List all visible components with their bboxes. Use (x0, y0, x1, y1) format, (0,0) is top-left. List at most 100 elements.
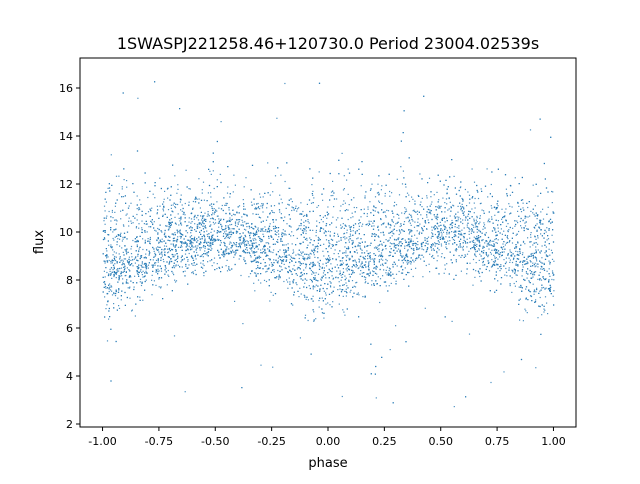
data-point (126, 248, 128, 250)
data-point (224, 254, 226, 256)
data-point (490, 253, 492, 255)
data-point (507, 223, 509, 225)
data-point (342, 284, 344, 286)
data-point (418, 233, 420, 235)
data-point (494, 258, 496, 260)
data-point (543, 305, 545, 307)
data-point (112, 260, 115, 262)
data-point (183, 258, 185, 260)
data-point (401, 243, 403, 245)
data-point (537, 237, 539, 239)
data-point (468, 228, 470, 230)
data-point (342, 295, 344, 297)
data-point (387, 210, 390, 212)
data-point (479, 253, 481, 255)
data-point (103, 217, 105, 219)
data-point (524, 243, 526, 245)
data-point (499, 256, 501, 258)
data-point (161, 248, 163, 251)
data-point (390, 248, 392, 250)
data-point (468, 250, 470, 252)
data-point (408, 229, 410, 231)
data-point (124, 267, 126, 269)
data-point (113, 257, 115, 259)
data-point (430, 246, 432, 248)
data-point (385, 248, 387, 250)
data-point (248, 244, 250, 246)
data-point (496, 203, 498, 205)
data-point (548, 273, 550, 275)
data-point (382, 223, 384, 225)
data-point (218, 226, 220, 228)
data-point (469, 237, 471, 239)
data-point (290, 235, 292, 237)
data-point (342, 189, 345, 191)
data-point (348, 280, 350, 282)
data-point (130, 248, 132, 250)
data-point (300, 219, 302, 221)
data-point (417, 221, 419, 223)
data-point (239, 239, 241, 241)
data-point (534, 227, 536, 229)
data-point (193, 216, 195, 218)
data-point (104, 283, 106, 285)
data-point (464, 188, 466, 191)
data-point (422, 276, 424, 278)
data-point (228, 209, 230, 211)
data-point (381, 185, 383, 187)
data-point (141, 263, 143, 265)
data-point (499, 253, 501, 255)
data-point (242, 323, 244, 325)
data-point (263, 279, 266, 281)
data-point (329, 285, 332, 287)
data-point (526, 228, 528, 230)
data-point (117, 234, 119, 236)
data-point (221, 254, 223, 256)
data-point (273, 259, 275, 261)
data-point (276, 261, 278, 263)
data-point (120, 210, 122, 212)
data-point (120, 218, 122, 220)
data-point (516, 274, 518, 276)
data-point (437, 206, 439, 208)
data-point (212, 234, 214, 236)
data-point (552, 272, 554, 274)
data-point (340, 224, 342, 226)
data-point (343, 200, 345, 202)
data-point (140, 256, 142, 258)
data-point (491, 240, 493, 242)
data-point (398, 237, 400, 239)
data-point (292, 235, 295, 237)
data-point (239, 233, 241, 235)
data-point (108, 290, 110, 293)
data-point (197, 219, 200, 221)
data-point (465, 216, 467, 218)
data-point (503, 230, 505, 232)
data-point (411, 230, 413, 232)
data-point (489, 193, 491, 195)
data-point (407, 243, 409, 246)
data-point (234, 244, 236, 246)
data-point (515, 264, 517, 266)
data-point (509, 283, 511, 285)
data-point (382, 248, 384, 251)
data-point (421, 242, 423, 244)
data-point (220, 242, 222, 244)
data-point (231, 223, 233, 226)
data-point (194, 264, 196, 266)
data-point (218, 239, 220, 241)
data-point (202, 267, 204, 269)
data-point (342, 203, 344, 205)
data-point (140, 284, 143, 287)
data-point (368, 222, 370, 224)
data-point (141, 255, 143, 257)
data-point (353, 206, 355, 209)
data-point (175, 245, 177, 247)
data-point (257, 261, 260, 264)
data-point (373, 225, 375, 227)
data-point (142, 270, 144, 272)
data-point (118, 307, 121, 309)
data-point (425, 222, 427, 224)
data-point (517, 241, 519, 243)
data-point (357, 237, 359, 239)
